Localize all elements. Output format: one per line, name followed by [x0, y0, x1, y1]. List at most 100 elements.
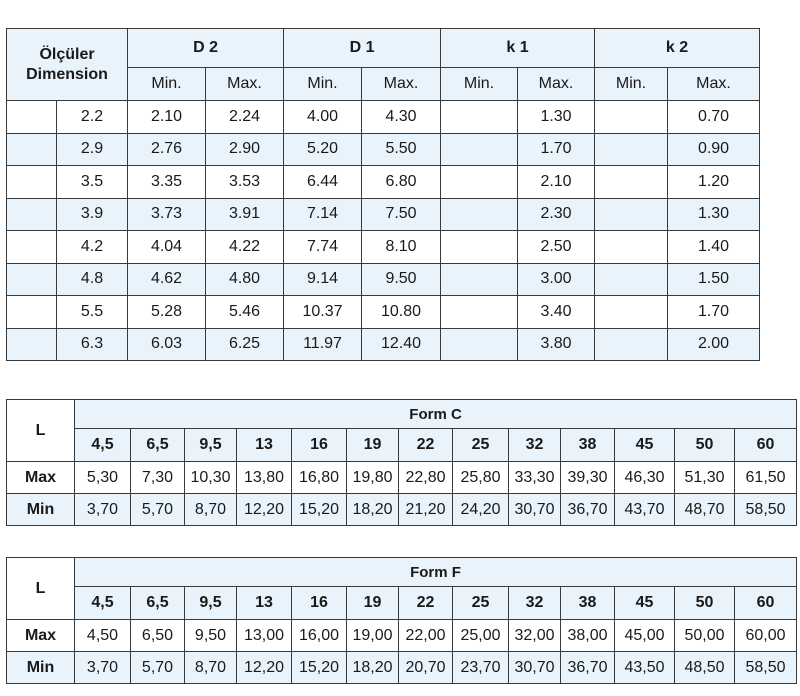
table-row: 2.2 2.10 2.24 4.00 4.30 1.30 0.70 — [6, 100, 761, 134]
form-c-min-cell: 36,70 — [560, 493, 615, 526]
form-f-length-cell: 38 — [560, 586, 615, 620]
table-cell-empty — [6, 262, 57, 296]
table-cell-k2max: 1.20 — [667, 165, 761, 199]
form-f-length-cell: 16 — [291, 586, 347, 620]
subheader-cell: Min. — [440, 67, 519, 101]
table-cell-k1min — [440, 197, 519, 231]
table-cell-k1min — [440, 262, 519, 296]
table-cell-d1max: 8.10 — [361, 230, 442, 264]
table-cell-d1max: 4.30 — [361, 100, 442, 134]
form-f-min-cell: 5,70 — [130, 651, 185, 684]
form-f-min-cell: 30,70 — [508, 651, 561, 684]
table-row: 3.5 3.35 3.53 6.44 6.80 2.10 1.20 — [6, 165, 761, 199]
form-f-max-cell: 9,50 — [184, 619, 237, 652]
form-c-max-label: Max — [6, 461, 75, 494]
form-f-length-cell: 9,5 — [184, 586, 237, 620]
form-c-min-cell: 24,20 — [452, 493, 509, 526]
table-cell-d1min: 11.97 — [283, 327, 363, 361]
form-c-length-cell: 32 — [508, 428, 561, 462]
form-c-min-cell: 8,70 — [184, 493, 237, 526]
table-cell-k1min — [440, 327, 519, 361]
form-c-length-cell: 6,5 — [130, 428, 185, 462]
form-c-min-cell: 58,50 — [733, 493, 798, 526]
table-cell-d1min: 7.14 — [283, 197, 363, 231]
table-cell-d2min: 3.35 — [127, 165, 207, 199]
table-cell-d1max: 7.50 — [361, 197, 442, 231]
table-cell-empty — [6, 165, 57, 199]
form-c-length-cell: 25 — [452, 428, 509, 462]
dimension-header: Ölçüler Dimension — [5, 28, 129, 101]
table-cell-k2min — [594, 197, 669, 231]
table-cell-empty — [6, 100, 57, 134]
subheader-cell: Min. — [594, 67, 669, 101]
form-f-table: L Form F 4,5 6,5 9,5 13 16 19 22 25 32 38 45 50 60 M… — [6, 557, 798, 684]
table-cell-d1max: 10.80 — [361, 295, 442, 329]
form-f-max-cell: 19,00 — [346, 619, 399, 652]
form-f-min-cell: 8,70 — [184, 651, 237, 684]
form-c-title: Form C — [73, 399, 798, 429]
form-c-max-cell: 51,30 — [674, 461, 735, 494]
form-c-max-cell: 13,80 — [236, 461, 292, 494]
table-cell-k1min — [440, 132, 519, 166]
subheader-cell: Min. — [283, 67, 363, 101]
table-cell-k1max: 1.70 — [517, 132, 596, 166]
form-f-max-cell: 50,00 — [674, 619, 735, 652]
form-c-table: L Form C 4,5 6,5 9,5 13 16 19 22 25 32 38 45 50 60 M… — [6, 399, 798, 526]
table-row: 5.5 5.28 5.46 10.37 10.80 3.40 1.70 — [6, 295, 761, 329]
form-f-max-cell: 32,00 — [508, 619, 561, 652]
table-cell-k1max: 3.00 — [517, 262, 596, 296]
table-cell-empty — [6, 295, 57, 329]
form-c-max-cell: 7,30 — [130, 461, 185, 494]
table-cell-k2min — [594, 165, 669, 199]
table-cell-k1max: 2.30 — [517, 197, 596, 231]
form-c-max-cell: 61,50 — [733, 461, 798, 494]
table-row: 6.3 6.03 6.25 11.97 12.40 3.80 2.00 — [6, 327, 761, 361]
form-f-length-cell: 50 — [674, 586, 735, 620]
table-cell-size: 4.8 — [55, 262, 129, 296]
table-cell-k2max: 1.30 — [667, 197, 761, 231]
form-c-min-cell: 18,20 — [346, 493, 399, 526]
table-cell-d2min: 6.03 — [127, 327, 207, 361]
table-cell-d2max: 2.24 — [205, 100, 285, 134]
form-c-max-cell: 22,80 — [398, 461, 453, 494]
form-c-min-cell: 5,70 — [130, 493, 185, 526]
table-cell-size: 4.2 — [55, 230, 129, 264]
table-cell-k2max: 2.00 — [667, 327, 761, 361]
table-cell-d2min: 2.10 — [127, 100, 207, 134]
table-cell-size: 3.5 — [55, 165, 129, 199]
form-f-max-cell: 16,00 — [291, 619, 347, 652]
table-cell-k1min — [440, 230, 519, 264]
table-cell-d2max: 5.46 — [205, 295, 285, 329]
table-cell-d1min: 10.37 — [283, 295, 363, 329]
table-cell-empty — [6, 327, 57, 361]
form-c-max-cell: 25,80 — [452, 461, 509, 494]
form-f-max-cell: 25,00 — [452, 619, 509, 652]
table-row: 2.9 2.76 2.90 5.20 5.50 1.70 0.90 — [6, 132, 761, 166]
group-header-k1: k 1 — [440, 28, 596, 68]
table-cell-size: 5.5 — [55, 295, 129, 329]
subheader-cell: Max. — [517, 67, 596, 101]
table-cell-k1min — [440, 100, 519, 134]
subheader-cell: Max. — [667, 67, 761, 101]
form-f-length-cell: 13 — [236, 586, 292, 620]
table-cell-k1min — [440, 165, 519, 199]
form-f-min-cell: 23,70 — [452, 651, 509, 684]
table-cell-size: 6.3 — [55, 327, 129, 361]
table-cell-k1max: 3.80 — [517, 327, 596, 361]
table-cell-k2min — [594, 100, 669, 134]
table-row: 4.8 4.62 4.80 9.14 9.50 3.00 1.50 — [6, 262, 761, 296]
form-c-length-cell: 38 — [560, 428, 615, 462]
form-f-max-cell: 13,00 — [236, 619, 292, 652]
table-row: 3.9 3.73 3.91 7.14 7.50 2.30 1.30 — [6, 197, 761, 231]
form-f-length-cell: 6,5 — [130, 586, 185, 620]
table-cell-k2min — [594, 132, 669, 166]
table-cell-d1max: 9.50 — [361, 262, 442, 296]
form-c-max-cell: 5,30 — [74, 461, 131, 494]
table-cell-d1min: 9.14 — [283, 262, 363, 296]
table-cell-empty — [6, 230, 57, 264]
table-cell-d2min: 4.04 — [127, 230, 207, 264]
form-c-length-cell: 13 — [236, 428, 292, 462]
table-cell-k1max: 2.10 — [517, 165, 596, 199]
subheader-cell: Min. — [127, 67, 207, 101]
form-c-length-cell: 50 — [674, 428, 735, 462]
